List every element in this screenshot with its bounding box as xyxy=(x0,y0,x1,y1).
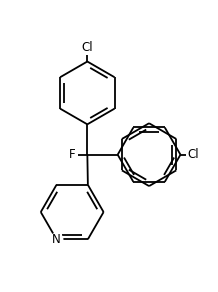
Text: N: N xyxy=(52,233,61,246)
Text: Cl: Cl xyxy=(82,41,93,54)
Text: Cl: Cl xyxy=(187,148,199,161)
Text: F: F xyxy=(69,148,75,161)
